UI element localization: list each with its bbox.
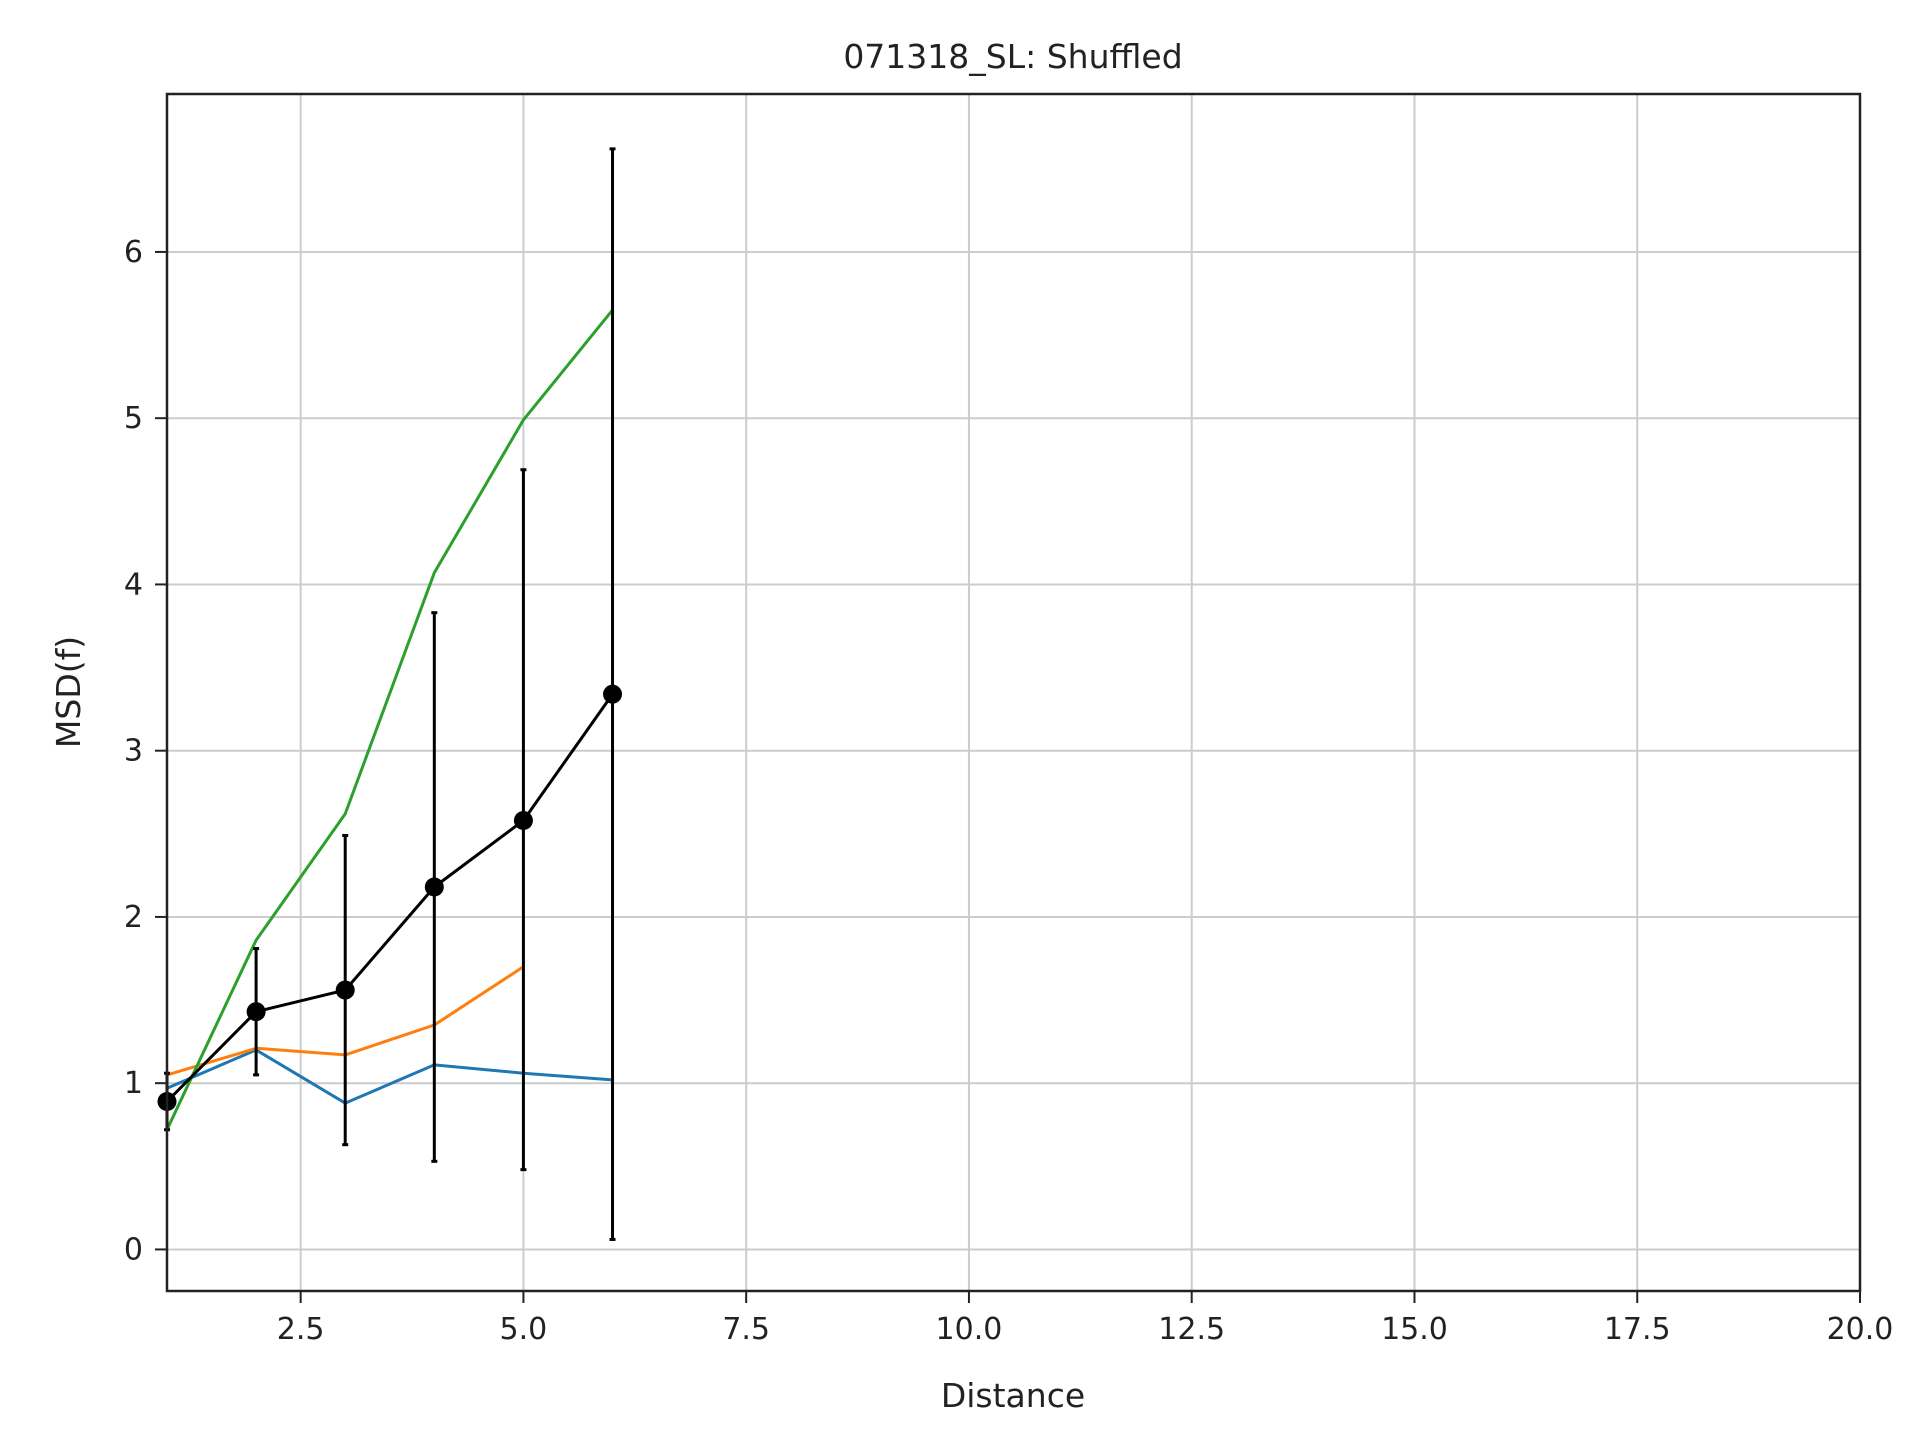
plot-background <box>167 94 1860 1291</box>
y-tick-label: 6 <box>124 235 143 270</box>
series-2 <box>165 309 614 1131</box>
series-layer <box>157 147 623 1241</box>
y-axis-label: MSD(f) <box>49 636 88 748</box>
data-point <box>424 877 444 897</box>
x-tick-label: 7.5 <box>722 1312 770 1347</box>
y-axis: 0 1 2 3 4 5 6 <box>124 235 167 1267</box>
x-tick-label: 15.0 <box>1381 1312 1448 1347</box>
y-tick-label: 5 <box>124 401 143 436</box>
series-line <box>165 693 614 1103</box>
grid <box>167 94 1861 1291</box>
x-tick-label: 12.5 <box>1158 1312 1225 1347</box>
y-tick-label: 4 <box>124 567 143 602</box>
y-tick-label: 3 <box>124 734 143 769</box>
x-axis: 2.5 5.0 7.5 10.0 12.5 15.0 17.5 20.0 <box>277 1291 1894 1347</box>
x-tick-label: 5.0 <box>500 1312 548 1347</box>
series-line <box>165 309 614 1131</box>
x-axis-label: Distance <box>941 1376 1085 1415</box>
data-point <box>335 980 355 1000</box>
plot-frame <box>165 92 1862 1293</box>
y-tick-label: 0 <box>124 1232 143 1267</box>
series-0 <box>166 1048 613 1105</box>
data-point <box>603 684 623 704</box>
x-tick-label: 20.0 <box>1827 1312 1894 1347</box>
data-point <box>246 1002 266 1022</box>
y-tick-label: 1 <box>124 1066 143 1101</box>
series-line <box>166 1048 613 1105</box>
series-3 <box>157 147 623 1241</box>
data-point <box>513 811 533 831</box>
x-tick-label: 17.5 <box>1604 1312 1671 1347</box>
x-tick-label: 10.0 <box>936 1312 1003 1347</box>
y-tick-label: 2 <box>124 900 143 935</box>
x-tick-label: 2.5 <box>277 1312 325 1347</box>
chart-title: 071318_SL: Shuffled <box>843 37 1182 76</box>
